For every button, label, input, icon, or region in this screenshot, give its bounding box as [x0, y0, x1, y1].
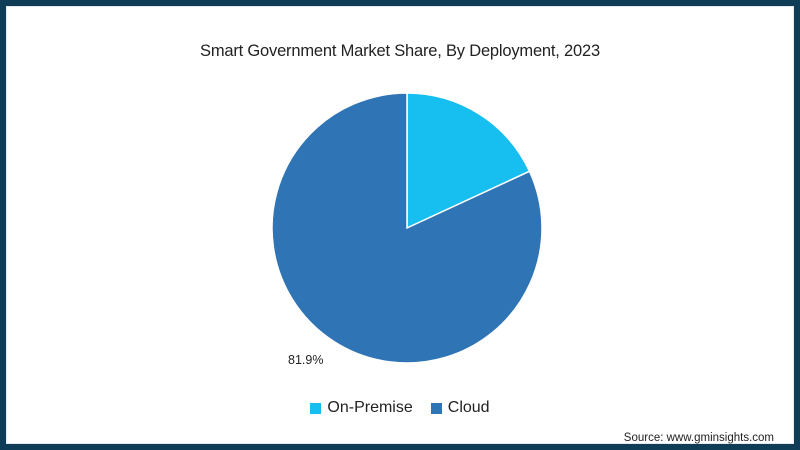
- pie-slice-on-premise[interactable]: [406, 92, 531, 230]
- pie-slice-cloud[interactable]: [271, 92, 543, 364]
- chart-frame: Smart Government Market Share, By Deploy…: [6, 6, 794, 444]
- legend-swatch-on-premise: [310, 402, 322, 414]
- source-text: Source: www.gminsights.com: [623, 432, 774, 444]
- legend-item-cloud[interactable]: Cloud: [430, 399, 490, 417]
- legend: On-Premise Cloud: [6, 399, 794, 417]
- legend-item-on-premise[interactable]: On-Premise: [310, 399, 413, 417]
- legend-label-cloud: Cloud: [447, 399, 490, 416]
- legend-label-on-premise: On-Premise: [327, 399, 413, 416]
- chart-title: Smart Government Market Share, By Deploy…: [200, 42, 600, 60]
- data-label-cloud: 81.9%: [288, 353, 324, 367]
- legend-swatch-cloud: [430, 402, 442, 414]
- pie-chart: [271, 92, 543, 364]
